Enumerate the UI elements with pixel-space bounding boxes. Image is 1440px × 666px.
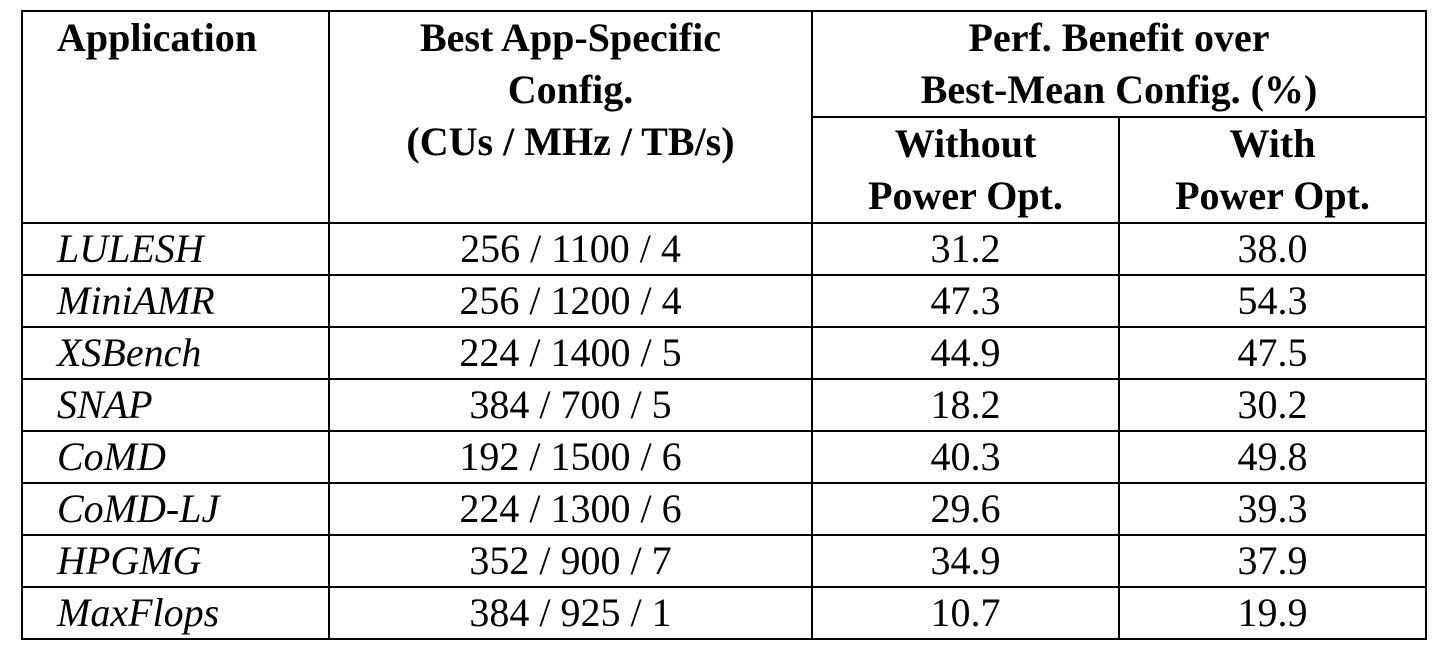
table-row: CoMD 192 / 1500 / 6 40.3 49.8: [21, 430, 1428, 484]
cell-without-power-opt: 18.2: [811, 378, 1120, 432]
cell-config: 224 / 1400 / 5: [328, 326, 813, 380]
cell-without-power-opt: 29.6: [811, 482, 1120, 536]
cell-with-power-opt: 38.0: [1117, 222, 1428, 276]
cell-without-power-opt: 47.3: [811, 274, 1120, 328]
header-best-config-line3: (CUs / MHz / TB/s): [406, 119, 735, 164]
cell-config: 256 / 1200 / 4: [328, 274, 813, 328]
cell-with-power-opt: 37.9: [1117, 534, 1428, 588]
header-best-config-line1: Best App-Specific: [419, 15, 722, 60]
cell-with-power-opt: 19.9: [1117, 586, 1428, 640]
cell-application: CoMD-LJ: [21, 482, 330, 536]
cell-application: SNAP: [21, 378, 330, 432]
cell-without-power-opt: 44.9: [811, 326, 1120, 380]
header-without-power-opt: Without Power Opt.: [811, 116, 1120, 224]
header-without-line1: Without: [894, 121, 1037, 166]
header-best-config-line2: Config.: [507, 67, 634, 112]
cell-with-power-opt: 47.5: [1117, 326, 1428, 380]
header-with-line1: With: [1229, 121, 1316, 166]
header-perf-benefit-line2: Best-Mean Config. (%): [920, 67, 1318, 112]
header-without-line2: Power Opt.: [868, 173, 1063, 218]
cell-application: HPGMG: [21, 534, 330, 588]
cell-config: 384 / 925 / 1: [328, 586, 813, 640]
header-perf-benefit: Perf. Benefit over Best-Mean Config. (%): [810, 10, 1428, 118]
cell-without-power-opt: 34.9: [811, 534, 1120, 588]
cell-without-power-opt: 31.2: [811, 222, 1120, 276]
cell-config: 192 / 1500 / 6: [328, 430, 813, 484]
cell-with-power-opt: 39.3: [1117, 482, 1428, 536]
table-row: CoMD-LJ 224 / 1300 / 6 29.6 39.3: [21, 482, 1428, 536]
cell-config: 256 / 1100 / 4: [328, 222, 813, 276]
cell-application: LULESH: [21, 222, 330, 276]
cell-application: XSBench: [21, 326, 330, 380]
header-with-line2: Power Opt.: [1175, 173, 1370, 218]
performance-table: Application Best App-Specific Config. (C…: [21, 10, 1428, 640]
table-row: MaxFlops 384 / 925 / 1 10.7 19.9: [21, 586, 1428, 640]
cell-application: MiniAMR: [21, 274, 330, 328]
table-row: HPGMG 352 / 900 / 7 34.9 37.9: [21, 534, 1428, 588]
cell-config: 384 / 700 / 5: [328, 378, 813, 432]
cell-without-power-opt: 10.7: [811, 586, 1120, 640]
table-row: MiniAMR 256 / 1200 / 4 47.3 54.3: [21, 274, 1428, 328]
table-row: LULESH 256 / 1100 / 4 31.2 38.0: [21, 222, 1428, 276]
table-row: SNAP 384 / 700 / 5 18.2 30.2: [21, 378, 1428, 432]
cell-application: MaxFlops: [21, 586, 330, 640]
header-best-config: Best App-Specific Config. (CUs / MHz / T…: [328, 10, 813, 224]
header-with-power-opt: With Power Opt.: [1117, 116, 1428, 224]
table-row: XSBench 224 / 1400 / 5 44.9 47.5: [21, 326, 1428, 380]
cell-with-power-opt: 49.8: [1117, 430, 1428, 484]
cell-without-power-opt: 40.3: [811, 430, 1120, 484]
cell-with-power-opt: 30.2: [1117, 378, 1428, 432]
cell-config: 224 / 1300 / 6: [328, 482, 813, 536]
header-perf-benefit-line1: Perf. Benefit over: [968, 15, 1270, 60]
header-application-label: Application: [57, 15, 258, 60]
cell-with-power-opt: 54.3: [1117, 274, 1428, 328]
cell-application: CoMD: [21, 430, 330, 484]
cell-config: 352 / 900 / 7: [328, 534, 813, 588]
header-application: Application: [21, 10, 330, 224]
